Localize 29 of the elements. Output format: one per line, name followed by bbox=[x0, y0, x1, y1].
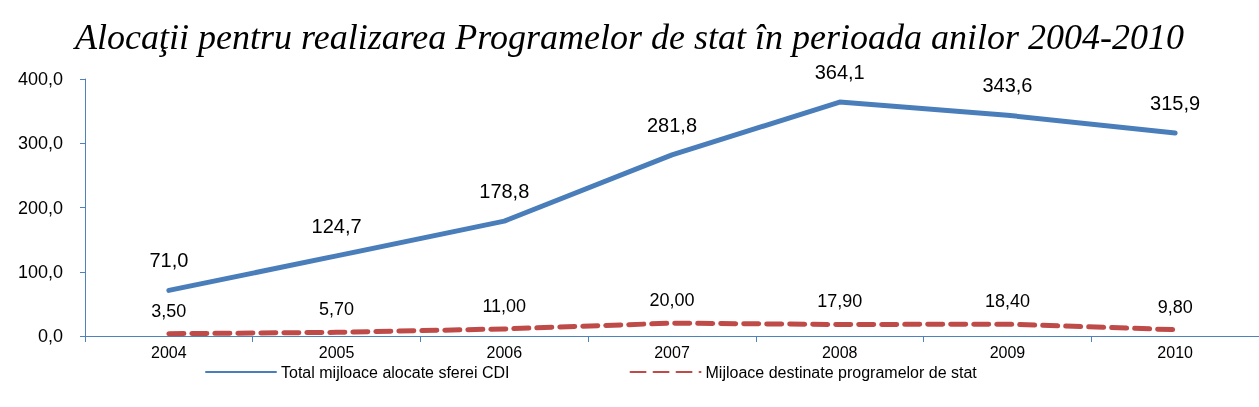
data-label: 364,1 bbox=[814, 61, 865, 84]
data-label: 343,6 bbox=[982, 74, 1033, 97]
y-tick-label: 200,0 bbox=[17, 197, 63, 218]
y-tick-label: 0,0 bbox=[37, 326, 63, 346]
x-tick-label: 2004 bbox=[151, 343, 187, 361]
data-label: 17,90 bbox=[817, 291, 863, 312]
x-tick-label: 2008 bbox=[821, 343, 858, 361]
data-label: 71,0 bbox=[149, 249, 189, 272]
x-tick-label: 2006 bbox=[486, 343, 523, 361]
data-label: 281,8 bbox=[646, 113, 698, 136]
data-label: 5,70 bbox=[319, 299, 355, 320]
x-tick-label: 2009 bbox=[989, 343, 1026, 361]
data-label: 3,50 bbox=[151, 300, 187, 321]
data-label: 124,7 bbox=[311, 214, 362, 237]
data-label: 20,00 bbox=[649, 290, 695, 311]
x-tick-label: 2010 bbox=[1157, 343, 1194, 361]
chart-title: Alocaţii pentru realizarea Programelor de stat în perioada anilor 2004-2010 bbox=[73, 17, 1184, 57]
x-tick-label: 2005 bbox=[318, 343, 355, 361]
legend-label: Total mijloace alocate sferei CDI bbox=[281, 363, 510, 381]
data-label: 9,80 bbox=[1157, 296, 1193, 317]
data-label: 18,40 bbox=[984, 291, 1030, 312]
y-tick-label: 300,0 bbox=[17, 133, 63, 154]
y-tick-label: 100,0 bbox=[17, 261, 63, 282]
x-tick-label: 2007 bbox=[654, 343, 690, 361]
data-label: 11,00 bbox=[482, 295, 527, 316]
legend-label: Mijloace destinate programelor de stat bbox=[705, 363, 978, 381]
data-label: 178,8 bbox=[479, 180, 530, 203]
data-label: 315,9 bbox=[1150, 92, 1201, 115]
y-tick-label: 400,0 bbox=[17, 69, 63, 89]
